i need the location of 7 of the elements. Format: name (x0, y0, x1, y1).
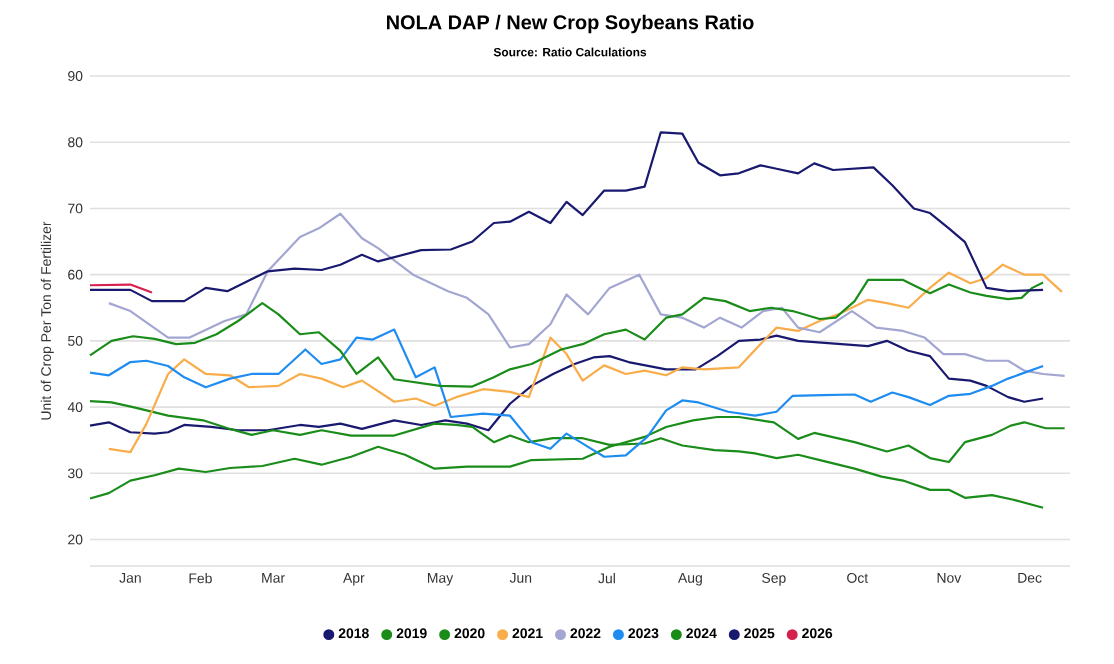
line-series (88, 278, 1045, 388)
line-series (107, 263, 1064, 454)
line-series (88, 334, 1045, 435)
chart-title: NOLA DAP / New Crop Soybeans Ratio (387, 14, 754, 34)
line-series (88, 131, 1045, 303)
line-series (107, 212, 1066, 378)
line-series (88, 328, 1045, 458)
